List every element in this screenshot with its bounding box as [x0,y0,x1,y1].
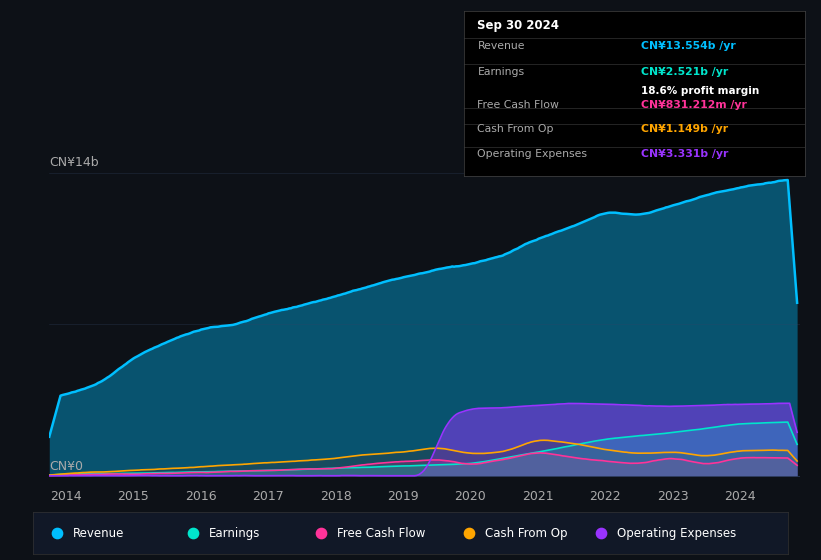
Text: CN¥13.554b /yr: CN¥13.554b /yr [641,41,736,51]
Text: CN¥831.212m /yr: CN¥831.212m /yr [641,100,747,110]
Text: Earnings: Earnings [478,67,525,77]
Text: Operating Expenses: Operating Expenses [478,149,588,159]
Text: Revenue: Revenue [73,527,124,540]
Text: CN¥2.521b /yr: CN¥2.521b /yr [641,67,728,77]
Text: CN¥0: CN¥0 [49,460,83,473]
Point [314,529,328,538]
Text: CN¥1.149b /yr: CN¥1.149b /yr [641,124,728,134]
Text: CN¥14b: CN¥14b [49,156,99,169]
Text: Sep 30 2024: Sep 30 2024 [478,20,559,32]
Text: Cash From Op: Cash From Op [478,124,554,134]
Text: Free Cash Flow: Free Cash Flow [337,527,425,540]
Point [186,529,200,538]
Point [594,529,608,538]
Text: CN¥3.331b /yr: CN¥3.331b /yr [641,149,728,159]
Point [50,529,63,538]
Text: Earnings: Earnings [209,527,260,540]
Text: Revenue: Revenue [478,41,525,51]
Text: Operating Expenses: Operating Expenses [617,527,736,540]
Text: Free Cash Flow: Free Cash Flow [478,100,559,110]
Text: Cash From Op: Cash From Op [484,527,567,540]
Text: 18.6% profit margin: 18.6% profit margin [641,86,759,96]
Point [462,529,475,538]
